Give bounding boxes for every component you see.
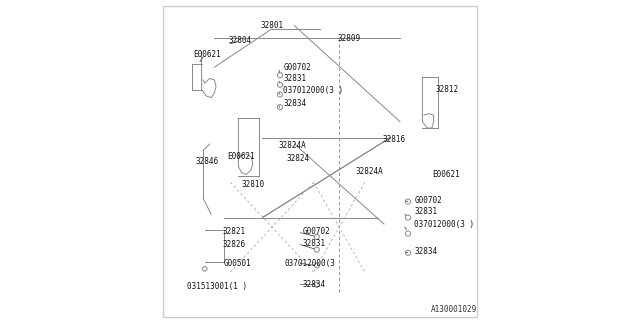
Text: 32812: 32812	[435, 85, 458, 94]
Text: 32809: 32809	[338, 34, 361, 43]
Text: 32834: 32834	[302, 280, 326, 289]
Text: 037012000(3 ): 037012000(3 )	[283, 86, 343, 95]
Text: 32831: 32831	[302, 239, 326, 248]
Text: 037012000(3: 037012000(3	[285, 259, 335, 268]
Text: 32821: 32821	[223, 227, 246, 236]
Text: G00702: G00702	[283, 63, 311, 72]
Text: 037012000(3 ): 037012000(3 )	[415, 220, 474, 229]
Text: 32824A: 32824A	[278, 141, 306, 150]
Text: 32834: 32834	[415, 247, 438, 256]
Text: G00702: G00702	[415, 196, 442, 204]
Text: 32824: 32824	[287, 154, 310, 163]
Text: E00621: E00621	[227, 152, 255, 161]
Text: 031513001(1 ): 031513001(1 )	[187, 282, 247, 291]
Text: E00621: E00621	[432, 170, 460, 179]
Text: 32810: 32810	[242, 180, 265, 188]
Text: 32846: 32846	[196, 157, 219, 166]
Text: E00621: E00621	[193, 50, 221, 59]
Text: 32834: 32834	[283, 99, 307, 108]
Text: 32816: 32816	[383, 135, 406, 144]
Text: 32831: 32831	[283, 74, 307, 83]
Text: 32801: 32801	[261, 21, 284, 30]
Text: 32824A: 32824A	[355, 167, 383, 176]
Text: G00702: G00702	[302, 228, 330, 236]
Text: 32826: 32826	[223, 240, 246, 249]
Text: A130001029: A130001029	[431, 305, 477, 314]
Text: 32831: 32831	[415, 207, 438, 216]
Text: G00501: G00501	[224, 260, 252, 268]
Text: 32804: 32804	[229, 36, 252, 44]
